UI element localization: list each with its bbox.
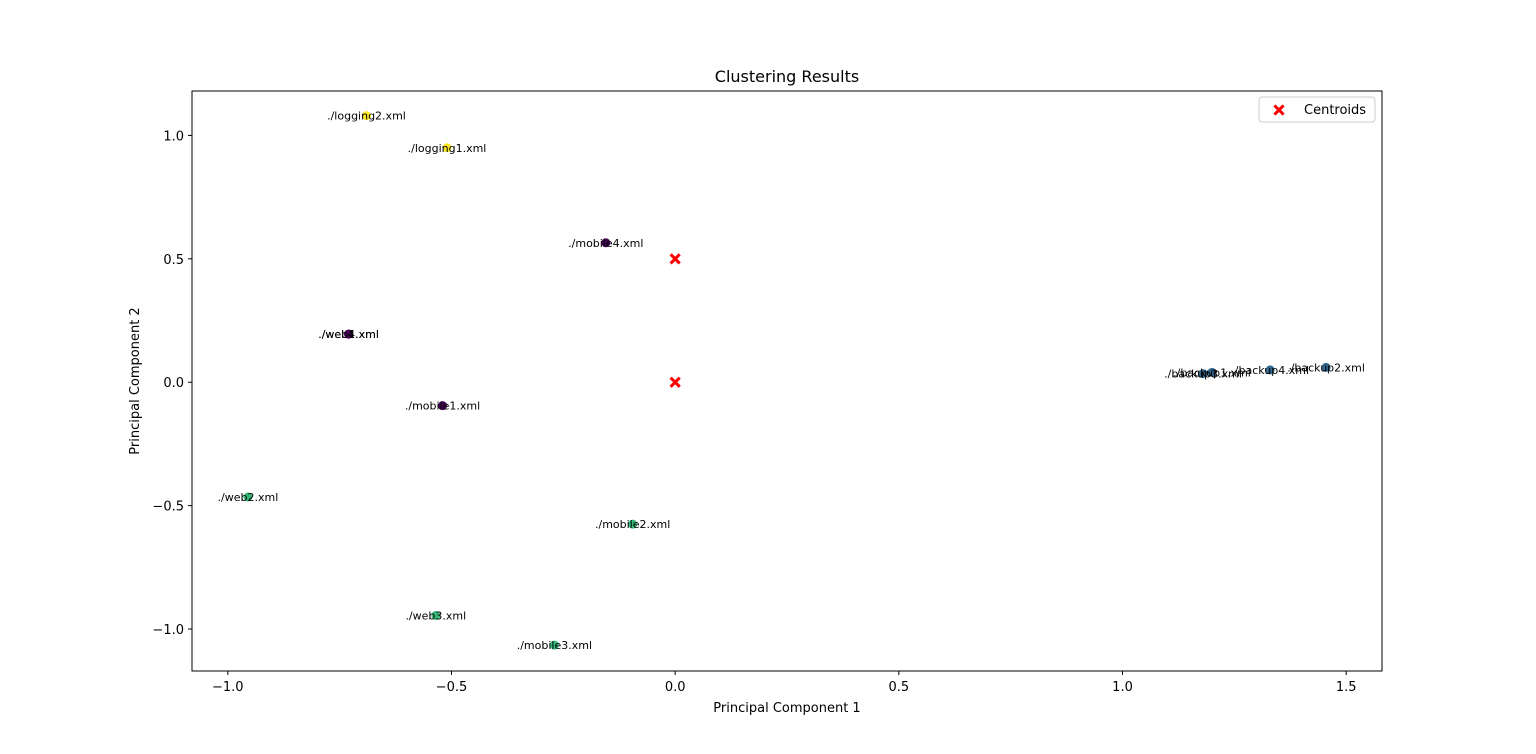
chart-title: Clustering Results: [715, 67, 859, 86]
x-axis-ticks: −1.0 −0.5 0.0 0.5 1.0 1.5: [212, 671, 1357, 695]
data-points: [243, 111, 1331, 650]
point-label: ./logging2.xml: [327, 110, 406, 123]
x-axis-label: Principal Component 1: [713, 701, 860, 716]
data-point: [1265, 365, 1275, 375]
point-label: ./web3.xml: [405, 609, 466, 622]
data-point: [601, 238, 611, 248]
x-tick-label: −0.5: [436, 680, 468, 695]
centroid-markers: [669, 253, 681, 388]
legend: Centroids: [1258, 96, 1376, 123]
data-point: [628, 519, 638, 529]
point-label: ./backup3.xml: [1164, 368, 1242, 381]
centroid-marker-shape: [669, 376, 681, 388]
legend-x-marker: [1273, 104, 1285, 116]
data-point: [549, 640, 559, 650]
data-point: [344, 329, 354, 339]
x-tick-label: 1.0: [1112, 680, 1133, 695]
point-label: ./backup4.xml: [1231, 364, 1309, 377]
point-label: ./mobile4.xml: [568, 237, 643, 250]
data-point: [438, 401, 448, 411]
point-labels: ./logging2.xml ./logging1.xml ./mobile4.xm…: [218, 110, 1365, 652]
centroid-marker: [669, 253, 681, 265]
point-label: ./mobile2.xml: [595, 518, 670, 531]
data-point: [431, 610, 441, 620]
y-tick-label: 0.0: [163, 376, 184, 391]
legend-label-centroids: Centroids: [1304, 103, 1366, 118]
point-label: ./mobile3.xml: [517, 639, 592, 652]
data-point: [1198, 369, 1208, 379]
plot-frame: [191, 90, 1383, 672]
point-label: ./backup1.xml: [1173, 366, 1251, 379]
data-point: [1207, 367, 1217, 377]
legend-x-marker-shape: [1273, 104, 1285, 116]
data-point: [243, 492, 253, 502]
point-label: ./web4.xml: [318, 328, 379, 341]
y-tick-label: 0.5: [163, 253, 184, 268]
point-label: ./logging1.xml: [408, 142, 487, 155]
centroid-marker-shape: [669, 253, 681, 265]
data-point: [361, 111, 371, 121]
point-label: ./backup2.xml: [1287, 361, 1365, 374]
x-tick-label: 0.0: [665, 680, 686, 695]
y-axis-label: Principal Component 2: [128, 307, 143, 454]
data-point: [442, 143, 452, 153]
data-point: [1321, 362, 1331, 372]
x-tick-label: −1.0: [212, 680, 244, 695]
centroid-marker: [669, 376, 681, 388]
x-tick-label: 0.5: [888, 680, 909, 695]
point-label: ./web1.xml: [318, 328, 379, 341]
point-label: ./web2.xml: [218, 491, 279, 504]
x-tick-label: 1.5: [1336, 680, 1357, 695]
y-tick-label: −0.5: [152, 500, 184, 515]
y-tick-label: 1.0: [163, 129, 184, 144]
y-axis-ticks: −1.0 −0.5 0.0 0.5 1.0: [152, 129, 192, 638]
y-tick-label: −1.0: [152, 623, 184, 638]
point-label: ./mobile1.xml: [405, 400, 480, 413]
legend-centroid-marker: [1273, 104, 1285, 116]
legend-box: [1258, 96, 1376, 123]
